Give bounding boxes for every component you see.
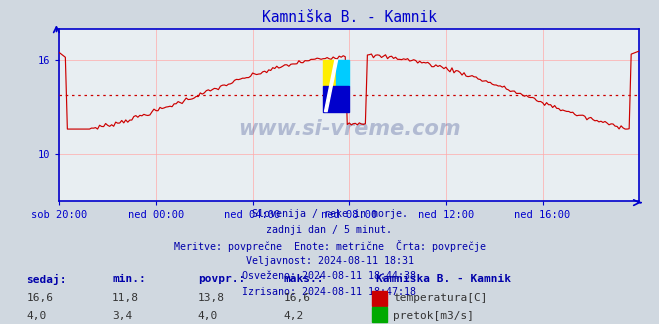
Text: Kamniška B. - Kamnik: Kamniška B. - Kamnik bbox=[376, 274, 511, 284]
Text: sedaj:: sedaj: bbox=[26, 274, 67, 285]
Text: Meritve: povprečne  Enote: metrične  Črta: povprečje: Meritve: povprečne Enote: metrične Črta:… bbox=[173, 240, 486, 252]
Text: 4,0: 4,0 bbox=[198, 311, 218, 321]
Text: 4,0: 4,0 bbox=[26, 311, 47, 321]
Text: Izrisano: 2024-08-11 18:47:18: Izrisano: 2024-08-11 18:47:18 bbox=[243, 287, 416, 297]
Text: min.:: min.: bbox=[112, 274, 146, 284]
Text: pretok[m3/s]: pretok[m3/s] bbox=[393, 311, 474, 321]
Text: 16,6: 16,6 bbox=[283, 293, 310, 303]
Text: 4,2: 4,2 bbox=[283, 311, 304, 321]
Title: Kamniška B. - Kamnik: Kamniška B. - Kamnik bbox=[262, 10, 437, 25]
Text: 11,8: 11,8 bbox=[112, 293, 139, 303]
Text: www.si-vreme.com: www.si-vreme.com bbox=[238, 119, 461, 139]
Text: 13,8: 13,8 bbox=[198, 293, 225, 303]
Text: 16,6: 16,6 bbox=[26, 293, 53, 303]
Text: temperatura[C]: temperatura[C] bbox=[393, 293, 488, 303]
Text: 3,4: 3,4 bbox=[112, 311, 132, 321]
Bar bbox=[336, 60, 349, 86]
Bar bbox=[323, 86, 349, 111]
Text: povpr.:: povpr.: bbox=[198, 274, 245, 284]
Text: Slovenija / reke in morje.: Slovenija / reke in morje. bbox=[252, 209, 407, 219]
Text: zadnji dan / 5 minut.: zadnji dan / 5 minut. bbox=[266, 225, 393, 235]
Text: Osveženo: 2024-08-11 18:44:38: Osveženo: 2024-08-11 18:44:38 bbox=[243, 271, 416, 281]
Text: Veljavnost: 2024-08-11 18:31: Veljavnost: 2024-08-11 18:31 bbox=[246, 256, 413, 266]
Bar bbox=[323, 60, 336, 86]
Text: maks.:: maks.: bbox=[283, 274, 324, 284]
Polygon shape bbox=[324, 60, 337, 111]
